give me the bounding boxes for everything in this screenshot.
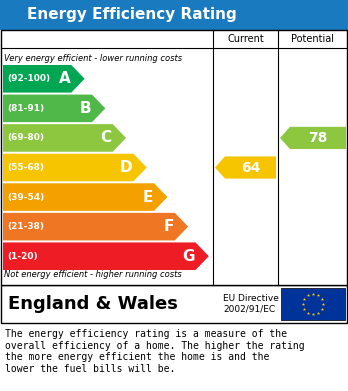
- Text: Current: Current: [227, 34, 264, 44]
- Text: F: F: [164, 219, 174, 234]
- Text: (39-54): (39-54): [7, 193, 44, 202]
- Text: Not energy efficient - higher running costs: Not energy efficient - higher running co…: [4, 270, 182, 279]
- Text: 78: 78: [308, 131, 328, 145]
- Polygon shape: [3, 95, 105, 122]
- Text: Potential: Potential: [292, 34, 334, 44]
- Bar: [1, 285, 347, 323]
- Text: B: B: [79, 101, 91, 116]
- Polygon shape: [3, 65, 85, 93]
- Text: C: C: [101, 131, 112, 145]
- Text: Very energy efficient - lower running costs: Very energy efficient - lower running co…: [4, 54, 182, 63]
- Text: (55-68): (55-68): [7, 163, 44, 172]
- Polygon shape: [280, 127, 346, 149]
- Bar: [0, 0, 348, 30]
- Text: (69-80): (69-80): [7, 133, 44, 142]
- Polygon shape: [3, 183, 167, 211]
- Polygon shape: [3, 124, 126, 152]
- Bar: [281, 288, 345, 320]
- Text: EU Directive
2002/91/EC: EU Directive 2002/91/EC: [223, 294, 279, 314]
- Text: The energy efficiency rating is a measure of the
overall efficiency of a home. T: The energy efficiency rating is a measur…: [5, 329, 304, 374]
- Text: (21-38): (21-38): [7, 222, 44, 231]
- Text: D: D: [120, 160, 132, 175]
- Polygon shape: [215, 156, 276, 179]
- Text: E: E: [143, 190, 153, 204]
- Text: (1-20): (1-20): [7, 252, 38, 261]
- Polygon shape: [3, 213, 188, 240]
- Text: Energy Efficiency Rating: Energy Efficiency Rating: [27, 7, 237, 23]
- Polygon shape: [3, 154, 147, 181]
- Text: G: G: [182, 249, 195, 264]
- Polygon shape: [3, 242, 209, 270]
- Text: (92-100): (92-100): [7, 74, 50, 83]
- Text: A: A: [58, 71, 70, 86]
- Text: (81-91): (81-91): [7, 104, 44, 113]
- Bar: [1, 30, 347, 285]
- Text: 64: 64: [241, 160, 260, 174]
- Text: England & Wales: England & Wales: [8, 295, 178, 313]
